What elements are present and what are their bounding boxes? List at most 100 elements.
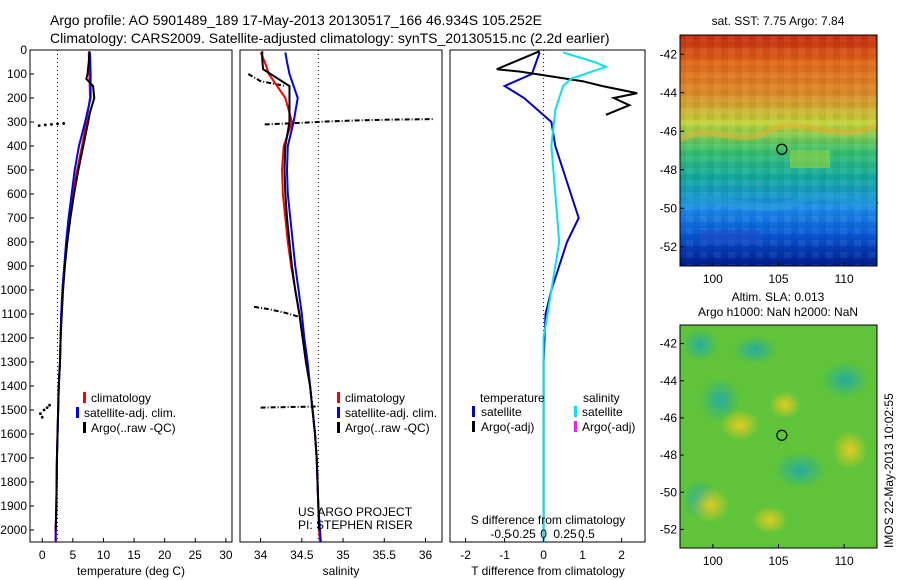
- legend-header-temperature: temperature: [480, 391, 545, 405]
- legend-label-argo: Argo(..raw -QC): [345, 421, 430, 435]
- x-tick-label: 36: [419, 548, 433, 562]
- sla-map-panel: Altim. SLA: 0.013 Argo h1000: NaN h2000:…: [660, 290, 878, 568]
- flagged-argo-segment: [247, 73, 286, 87]
- legend-swatch-sal-argo: [574, 421, 577, 432]
- s-x-tick-label: -0.25: [508, 527, 536, 541]
- map-y-tick-label: -42: [660, 47, 678, 61]
- sst-warm-patch: [790, 150, 830, 168]
- sla-high-3: [690, 487, 730, 523]
- depth-tick-label: 700: [7, 211, 27, 225]
- series-line: [502, 52, 580, 542]
- x-tick-label: -2: [460, 548, 471, 562]
- x-tick-label: 30: [219, 548, 233, 562]
- flagged-argo-point: [37, 124, 41, 127]
- flagged-argo-point: [42, 408, 46, 412]
- sst-map-title: sat. SST: 7.75 Argo: 7.84: [712, 14, 845, 28]
- legend-header-salinity: salinity: [583, 391, 620, 405]
- sla-low-4: [821, 362, 869, 398]
- flagged-argo-point: [56, 122, 59, 126]
- legend-label-sal-argo: Argo(-adj): [582, 420, 635, 434]
- sla-high-1: [720, 409, 760, 441]
- depth-tick-label: 1100: [1, 307, 27, 321]
- x-tick-label: 10: [97, 548, 111, 562]
- map-x-tick-label: 100: [703, 554, 723, 568]
- legend-swatch-satellite-adj: [76, 407, 79, 418]
- difference-series: [496, 50, 638, 542]
- depth-axis: 0 100 200 300 400 500 600 700 800 900 1000 1100 1200…: [0, 43, 34, 537]
- depth-tick-label: 200: [7, 91, 27, 105]
- legend-label-sal-satellite: satellite: [582, 405, 623, 419]
- sst-map-image: [678, 35, 880, 266]
- salinity-panel: 34 34.5 35 35.5 36 salinity climatology sate…: [239, 49, 443, 578]
- map-y-tick-label: -48: [660, 448, 678, 462]
- map-x-tick-label: 105: [768, 272, 788, 286]
- salinity-legend: climatology satellite-adj. clim. Argo(..…: [337, 391, 437, 435]
- depth-tick-label: 400: [7, 139, 27, 153]
- map-x-tick-label: 110: [835, 554, 854, 568]
- x-tick-label: 35.5: [373, 548, 397, 562]
- map-y-tick-label: -48: [660, 163, 678, 177]
- x-tick-label: 34: [254, 548, 268, 562]
- legend-swatch-climatology: [83, 392, 86, 403]
- depth-tick-label: 1400: [0, 379, 27, 393]
- sla-map-image: [680, 325, 877, 548]
- difference-panel: -2 -1 0 1 2 -0.5-0.25 0 0.25 0.5 temperature sal…: [449, 49, 646, 578]
- sst-texture: [680, 35, 877, 266]
- flagged-argo-point: [48, 403, 51, 407]
- map-y-tick-label: -52: [660, 240, 678, 254]
- legend-label-argo: Argo(..raw -QC): [91, 421, 176, 435]
- sla-low-1: [682, 329, 718, 361]
- legend-swatch-climatology: [337, 392, 340, 403]
- depth-tick-label: 600: [7, 187, 27, 201]
- depth-tick-label: 2000: [0, 523, 27, 537]
- depth-tick-label: 1200: [0, 331, 27, 345]
- temperature-legend: climatology satellite-adj. clim. Argo(..…: [76, 391, 176, 435]
- series-line: [542, 51, 609, 542]
- sla-low-2: [733, 336, 777, 364]
- s-x-tick-label: 0.25: [553, 527, 577, 541]
- x-tick-label: 34.5: [290, 548, 314, 562]
- x-tick-label: 1: [579, 548, 586, 562]
- sla-low-5: [774, 452, 826, 488]
- map-y-tick-label: -50: [660, 485, 678, 499]
- legend-label-temp-satellite: satellite: [481, 405, 522, 419]
- figure-title-line1: Argo profile: AO 5901489_189 17-May-2013…: [50, 12, 542, 28]
- salinity-axis-label: salinity: [323, 564, 360, 578]
- series-line: [259, 52, 321, 543]
- depth-tick-label: 0: [20, 43, 27, 57]
- legend-swatch-temp-satellite: [472, 406, 475, 417]
- flagged-argo-segment: [260, 405, 319, 409]
- difference-axes-frame: [449, 49, 646, 543]
- legend-swatch-sal-satellite: [574, 406, 577, 417]
- temperature-panel: 0100200300400500600700800900100011001200…: [0, 43, 233, 578]
- x-tick-label: 35: [336, 548, 350, 562]
- salinity-series: [247, 50, 434, 543]
- legend-label-satellite-adj: satellite-adj. clim.: [345, 406, 437, 420]
- legend-label-temp-argo: Argo(-adj): [481, 420, 534, 434]
- sla-map-title-line1: Altim. SLA: 0.013: [732, 290, 825, 304]
- map-y-tick-label: -46: [660, 124, 678, 138]
- profile-location-marker: [776, 429, 788, 441]
- temperature-x-axis: 0 5 10 15 20 25 30: [39, 538, 233, 562]
- sst-map-panel: sat. SST: 7.75 Argo: 7.84 100 105 110 -42 -4…: [660, 14, 880, 286]
- depth-tick-label: 1600: [0, 427, 27, 441]
- legend-swatch-satellite-adj: [337, 407, 340, 418]
- map-y-tick-label: -44: [660, 86, 678, 100]
- t-difference-label: T difference from climatology: [471, 564, 625, 578]
- sst-cold-patch: [700, 230, 760, 244]
- imos-timestamp-stamp: IMOS 22-May-2013 10:02:55: [882, 393, 896, 548]
- legend-label-climatology: climatology: [91, 391, 151, 405]
- depth-tick-label: 800: [7, 235, 27, 249]
- x-tick-label: 2: [618, 548, 625, 562]
- flagged-argo-segment: [253, 305, 298, 318]
- temperature-axis-label: temperature (deg C): [77, 564, 185, 578]
- x-tick-label: 5: [70, 548, 77, 562]
- sst-front-1: [678, 122, 879, 143]
- difference-legend: temperature salinity satellite Argo(-adj…: [472, 391, 635, 434]
- flagged-argo-point: [43, 123, 47, 127]
- sla-high-2: [769, 391, 801, 419]
- legend-swatch-argo: [337, 422, 340, 433]
- legend-label-satellite-adj: satellite-adj. clim.: [84, 406, 176, 420]
- depth-tick-label: 1800: [0, 475, 27, 489]
